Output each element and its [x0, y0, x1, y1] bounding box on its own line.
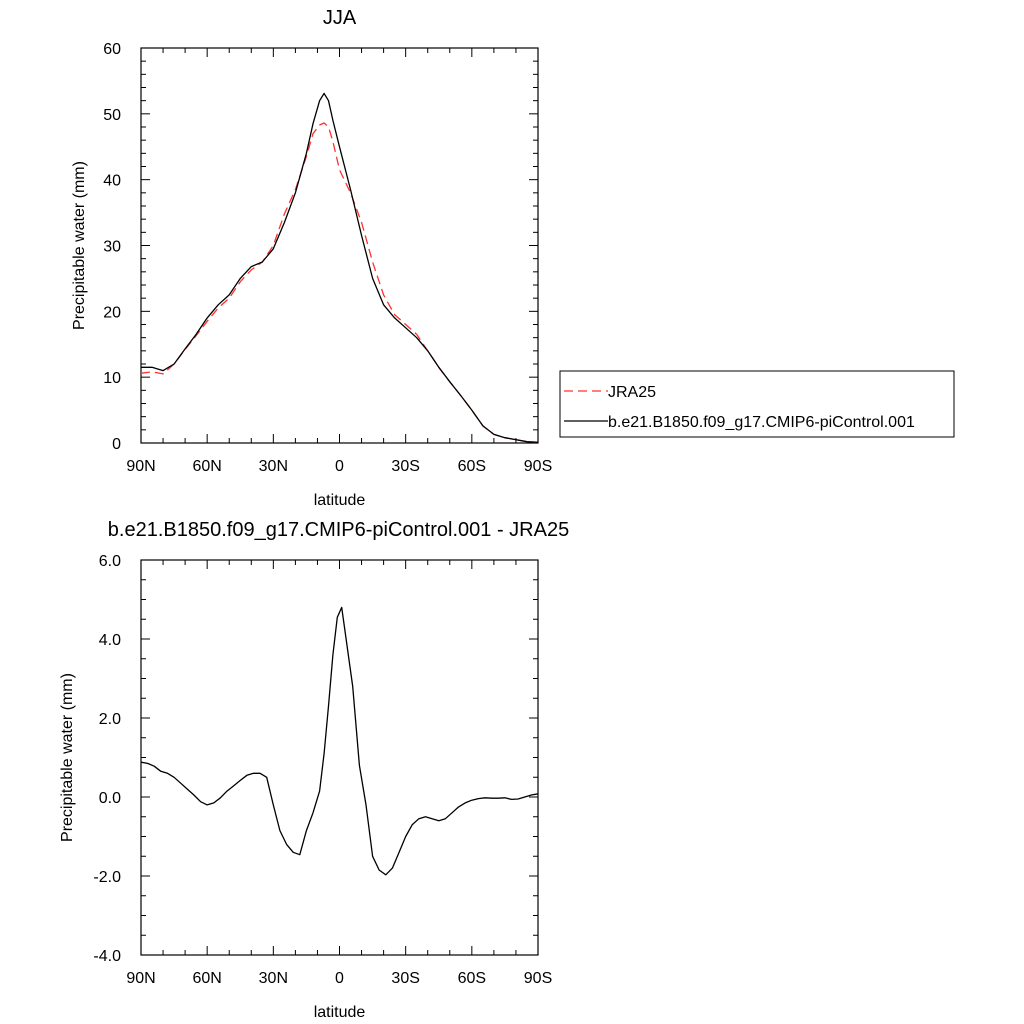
legend-label-1: b.e21.B1850.f09_g17.CMIP6-piControl.001 [608, 414, 915, 431]
bottom-chart: b.e21.B1850.f09_g17.CMIP6-piControl.001 … [59, 519, 569, 1021]
legend-box [559, 370, 955, 438]
series-line-0 [140, 122, 539, 443]
y-axis-label: Precipitable water (mm) [59, 673, 76, 842]
y-tick-label: 6.0 [99, 553, 121, 570]
x-tick-label: 60N [192, 458, 221, 475]
x-tick-label: 0 [335, 458, 344, 475]
plot-frame [140, 47, 539, 444]
legend-label-0: JRA25 [608, 384, 656, 401]
x-tick-label: 90N [126, 970, 155, 987]
y-tick-label: 10 [103, 370, 121, 387]
x-tick-label: 30N [259, 458, 288, 475]
x-tick-label: 60N [192, 970, 221, 987]
x-axis-label: latitude [314, 1004, 366, 1021]
y-tick-label: 20 [103, 304, 121, 321]
series-line-0 [140, 606, 539, 876]
y-tick-label: 0.0 [99, 790, 121, 807]
x-tick-label: 90S [524, 970, 552, 987]
series-line-1 [141, 92, 539, 443]
x-tick-label: 90S [524, 458, 552, 475]
x-tick-label: 0 [335, 970, 344, 987]
y-tick-label: 4.0 [99, 632, 121, 649]
top-chart: JJA 90N 60N 30N 0 30S 60S 90S 0 10 20 30 40 50 60 latit… [71, 7, 955, 509]
y-tick-label: -4.0 [93, 948, 121, 965]
x-tick-label: 30N [259, 970, 288, 987]
y-tick-label: 40 [103, 173, 121, 190]
y-tick-label: 0 [112, 436, 121, 453]
y-tick-label: 50 [103, 107, 121, 124]
x-tick-label: 90N [126, 458, 155, 475]
x-tick-label: 60S [458, 970, 486, 987]
x-tick-label: 30S [391, 970, 419, 987]
chart-title: b.e21.B1850.f09_g17.CMIP6-piControl.001 … [108, 519, 569, 541]
y-tick-label: 2.0 [99, 711, 121, 728]
y-axis-label: Precipitable water (mm) [71, 161, 88, 330]
y-tick-label: 30 [103, 239, 121, 256]
x-tick-label: 30S [391, 458, 419, 475]
x-axis-label: latitude [314, 492, 366, 509]
x-tick-label: 60S [458, 458, 486, 475]
y-tick-label: 60 [103, 41, 121, 58]
plot-frame [140, 559, 539, 956]
y-tick-label: -2.0 [93, 869, 121, 886]
chart-title: JJA [323, 7, 357, 29]
